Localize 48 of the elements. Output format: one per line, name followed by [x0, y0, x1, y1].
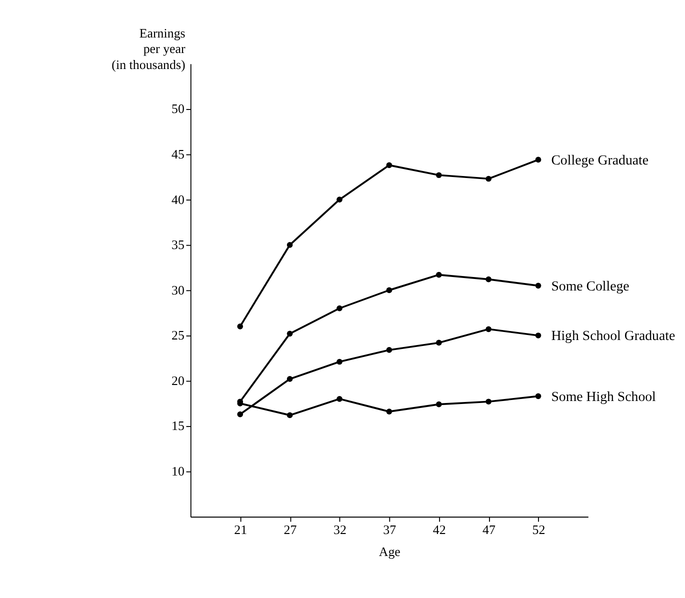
point: [486, 398, 492, 405]
x-tick-label: 42: [432, 522, 446, 537]
point: [237, 324, 244, 330]
point: [286, 376, 293, 382]
x-tick-label: 37: [383, 522, 397, 537]
series-label: High School Graduate: [551, 328, 676, 344]
series-label: Some College: [551, 278, 630, 294]
point: [286, 242, 293, 248]
series-label: Some High School: [551, 388, 656, 404]
y-tick-label: 25: [171, 328, 184, 343]
point: [486, 326, 492, 332]
point: [336, 358, 342, 365]
point: [286, 412, 293, 418]
y-axis-title: Earnings per year (in thousands): [112, 25, 186, 72]
point: [535, 393, 542, 400]
point: [386, 287, 392, 294]
point: [436, 172, 442, 178]
point: [535, 156, 542, 163]
y-tick-label: 10: [171, 464, 184, 479]
point: [486, 276, 492, 282]
point: [535, 282, 542, 289]
point: [336, 305, 342, 312]
point: [336, 196, 342, 203]
y-tick-label: 20: [171, 372, 184, 388]
point: [436, 340, 442, 346]
point: [436, 272, 442, 278]
point: [386, 347, 392, 353]
point: [286, 330, 293, 337]
y-tick-label: 15: [171, 418, 184, 434]
point: [237, 411, 244, 418]
y-tick-label: 30: [171, 282, 184, 298]
y-tick-label: 45: [171, 146, 184, 162]
x-tick-label: 27: [284, 522, 298, 537]
y-tick-label: 50: [171, 101, 184, 116]
series-label: College Graduate: [551, 152, 649, 168]
y-tick-label: 35: [171, 237, 184, 252]
point: [486, 176, 492, 182]
point: [535, 332, 542, 338]
y-tick-label: 40: [171, 192, 184, 207]
x-tick-label: 32: [333, 522, 346, 537]
x-axis-title: Age: [378, 544, 401, 559]
point: [386, 162, 392, 168]
point: [436, 401, 442, 408]
x-tick-label: 52: [532, 522, 546, 537]
x-tick-label: 21: [234, 522, 248, 537]
x-tick-label: 47: [482, 522, 496, 537]
point: [336, 396, 342, 402]
point: [386, 408, 392, 414]
